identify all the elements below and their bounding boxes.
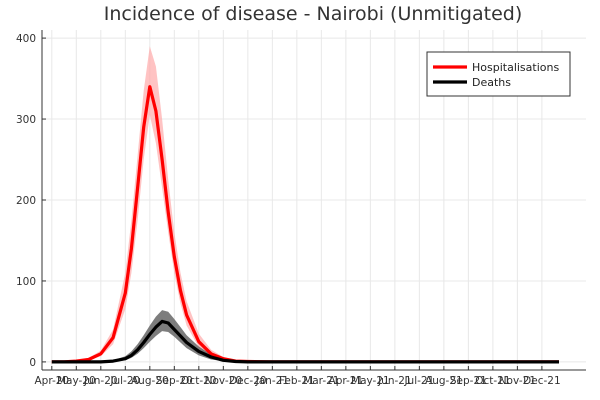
x-tick-label: Nov-20 xyxy=(205,375,242,387)
x-tick-label: Sep-20 xyxy=(156,375,193,387)
legend-label-deaths: Deaths xyxy=(472,76,511,89)
y-tick-label: 300 xyxy=(16,114,36,126)
x-tick-label: Dec-20 xyxy=(229,375,266,387)
x-tick-label: May-20 xyxy=(57,375,96,387)
x-tick-label: Jan-21 xyxy=(255,375,289,387)
series-lines xyxy=(51,85,559,364)
x-axis-ticks: Apr-20May-20Jun-20Jul-20Aug-20Sep-20Oct-… xyxy=(34,366,561,387)
grid xyxy=(42,30,586,370)
x-tick-label: Apr-21 xyxy=(329,375,364,387)
y-tick-label: 100 xyxy=(16,276,36,288)
y-axis-ticks: 0 100 200 300 400 xyxy=(16,33,46,369)
x-tick-label: Jul-21 xyxy=(403,375,434,387)
x-tick-label: May-21 xyxy=(351,375,390,387)
x-tick-label: Oct-21 xyxy=(475,375,510,387)
x-tick-label: Oct-20 xyxy=(181,375,216,387)
x-tick-label: Aug-20 xyxy=(131,375,169,387)
y-tick-label: 0 xyxy=(29,357,36,369)
chart-title: Incidence of disease - Nairobi (Unmitiga… xyxy=(104,3,523,25)
x-tick-label: Jun-21 xyxy=(377,375,412,387)
line-deaths xyxy=(51,319,559,364)
legend-box xyxy=(426,51,571,97)
x-tick-label: Sep-21 xyxy=(450,375,487,387)
x-tick-label: Jul-20 xyxy=(109,375,140,387)
x-tick-label: Feb-21 xyxy=(279,375,315,387)
x-tick-label: Jun-20 xyxy=(83,375,118,387)
x-tick-label: Dec-21 xyxy=(523,375,560,387)
x-tick-label: Apr-20 xyxy=(34,375,69,387)
y-tick-label: 200 xyxy=(16,195,36,207)
band-deaths xyxy=(51,310,560,362)
x-tick-label: Mar-21 xyxy=(303,375,339,387)
x-tick-label: Aug-21 xyxy=(425,375,463,387)
y-tick-label: 400 xyxy=(16,33,36,45)
legend-label-hospitalisations: Hospitalisations xyxy=(472,61,559,74)
legend: Hospitalisations Deaths xyxy=(426,51,571,97)
line-hospitalisations xyxy=(51,85,559,364)
x-tick-label: Nov-21 xyxy=(499,375,536,387)
